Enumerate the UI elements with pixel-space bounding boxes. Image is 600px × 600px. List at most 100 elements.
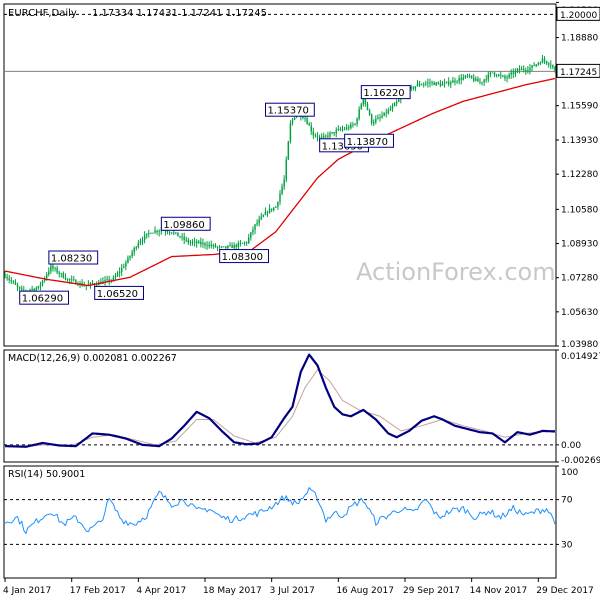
candle-body bbox=[412, 87, 415, 89]
candle-body bbox=[66, 278, 69, 280]
candle-body bbox=[552, 65, 554, 68]
candle-body bbox=[264, 211, 267, 216]
candle-body bbox=[360, 104, 362, 110]
candle-body bbox=[314, 135, 317, 137]
candle-body bbox=[143, 235, 146, 241]
candle-body bbox=[127, 257, 129, 263]
macd-panel: 0.014927 0.00 -0.002696 MACD(12,26,9) 0.002… bbox=[3, 349, 600, 466]
candle-body bbox=[541, 58, 544, 64]
candle-body bbox=[370, 114, 373, 124]
candle-body bbox=[175, 232, 177, 234]
candle-body bbox=[170, 232, 173, 234]
candle-body bbox=[452, 80, 454, 83]
candle-body bbox=[460, 78, 462, 80]
candle-body bbox=[487, 74, 490, 80]
candle-body bbox=[529, 67, 531, 71]
candle-body bbox=[500, 74, 502, 76]
candle-body bbox=[518, 68, 521, 71]
candle-body bbox=[468, 75, 471, 77]
candle-body bbox=[512, 72, 515, 74]
candle-body bbox=[181, 236, 183, 238]
candle-body bbox=[208, 244, 210, 247]
candle-body bbox=[198, 241, 200, 244]
candle-body bbox=[493, 72, 496, 75]
price-annotation-label: 1.06290 bbox=[22, 294, 63, 305]
level-price-tag: 1.20000 bbox=[560, 11, 597, 21]
candle-body bbox=[141, 240, 144, 242]
candle-body bbox=[262, 215, 265, 217]
candle-body bbox=[50, 265, 52, 272]
candle-body bbox=[431, 82, 433, 84]
sma-line bbox=[4, 77, 556, 287]
candle-body bbox=[375, 118, 377, 123]
candle-body bbox=[502, 75, 504, 77]
candle-body bbox=[150, 233, 152, 234]
candle-body bbox=[283, 179, 285, 187]
candle-body bbox=[398, 99, 400, 102]
price-annotation-label: 1.16220 bbox=[363, 88, 404, 99]
candle-body bbox=[154, 230, 156, 233]
candle-body bbox=[497, 74, 500, 76]
candle-body bbox=[337, 128, 340, 131]
price-annotation-label: 1.08300 bbox=[222, 252, 263, 263]
candle-body bbox=[39, 284, 42, 287]
price-axis-tick-label: 1.15590 bbox=[561, 102, 598, 112]
candle-body bbox=[48, 271, 50, 275]
candle-body bbox=[185, 239, 187, 241]
candle-body bbox=[525, 69, 527, 71]
candle-body bbox=[510, 72, 512, 75]
candle-body bbox=[554, 67, 556, 71]
price-annotation-label: 1.15370 bbox=[268, 106, 309, 117]
price-annotation-box bbox=[360, 85, 411, 100]
candle-body bbox=[145, 233, 148, 236]
candle-body bbox=[256, 223, 258, 225]
candle-body bbox=[4, 275, 6, 278]
candle-body bbox=[445, 81, 448, 83]
candle-body bbox=[273, 207, 275, 211]
time-axis-tick-label: 3 Jul 2017 bbox=[270, 586, 315, 596]
candle-body bbox=[495, 74, 498, 76]
candle-body bbox=[443, 82, 446, 85]
price-axis-tick-label: 1.18880 bbox=[561, 34, 598, 44]
candle-body bbox=[137, 243, 140, 248]
price-annotation-box bbox=[160, 216, 211, 231]
price-axis-tick-label: 1.07280 bbox=[561, 274, 598, 284]
candle-body bbox=[422, 84, 425, 85]
time-axis-tick-label: 16 Aug 2017 bbox=[336, 586, 394, 596]
candle-body bbox=[508, 74, 510, 78]
candle-body bbox=[420, 84, 423, 86]
candle-body bbox=[323, 135, 325, 138]
price-annotation-label: 1.06520 bbox=[97, 289, 138, 300]
candle-body bbox=[356, 118, 358, 124]
price-axis-tick-label: 1.12280 bbox=[561, 170, 598, 180]
candle-body bbox=[10, 279, 13, 282]
candle-body bbox=[364, 98, 367, 104]
candle-body bbox=[33, 288, 35, 291]
candle-body bbox=[366, 103, 369, 110]
candle-body bbox=[514, 70, 517, 74]
candle-body bbox=[16, 284, 19, 287]
candle-body bbox=[441, 84, 444, 86]
candle-body bbox=[339, 128, 342, 130]
candle-body bbox=[277, 201, 279, 207]
candle-body bbox=[158, 231, 160, 233]
candle-body bbox=[285, 159, 287, 180]
candle-body bbox=[108, 279, 110, 282]
candle-body bbox=[477, 78, 479, 82]
time-axis-tick-label: 29 Dec 2017 bbox=[536, 586, 594, 596]
candle-body bbox=[6, 277, 8, 279]
candle-body bbox=[306, 118, 308, 124]
candle-body bbox=[183, 236, 185, 240]
candle-body bbox=[329, 133, 331, 137]
time-axis: 4 Jan 2017 17 Feb 2017 4 Apr 2017 18 May 20… bbox=[3, 578, 594, 596]
candle-body bbox=[466, 75, 469, 77]
candle-body bbox=[439, 83, 442, 86]
candle-body bbox=[54, 268, 56, 270]
candle-body bbox=[225, 246, 227, 248]
price-annotation-label: 1.13870 bbox=[347, 137, 388, 148]
candle-body bbox=[289, 123, 292, 142]
candle-body bbox=[77, 284, 79, 286]
candle-body bbox=[89, 283, 92, 285]
candle-body bbox=[268, 208, 271, 213]
rsi-panel: 100 70 30 RSI(14) 50.9001 bbox=[3, 465, 578, 579]
